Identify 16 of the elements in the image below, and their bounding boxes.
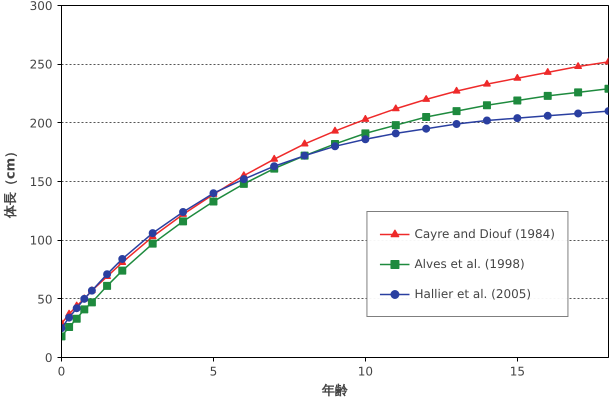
legend-label: Hallier et al. (2005) (414, 287, 532, 301)
y-tick-label: 300 (30, 0, 52, 13)
x-axis-title: 年齢 (321, 384, 349, 398)
x-tick-label: 5 (210, 364, 218, 378)
y-tick-label: 200 (30, 116, 52, 130)
x-tick-label: 15 (510, 364, 525, 378)
y-tick-label: 50 (37, 292, 53, 306)
y-tick-label: 250 (30, 58, 52, 72)
y-tick-label: 0 (44, 351, 53, 365)
legend-label: Cayre and Diouf (1984) (414, 227, 555, 241)
x-tick-label: 0 (58, 364, 66, 378)
x-tick-label: 10 (358, 364, 374, 378)
y-tick-label: 150 (30, 175, 52, 189)
legend-label: Alves et al. (1998) (414, 257, 525, 271)
y-tick-label: 100 (30, 234, 52, 248)
y-axis-title: 体長（cm） (4, 144, 19, 220)
